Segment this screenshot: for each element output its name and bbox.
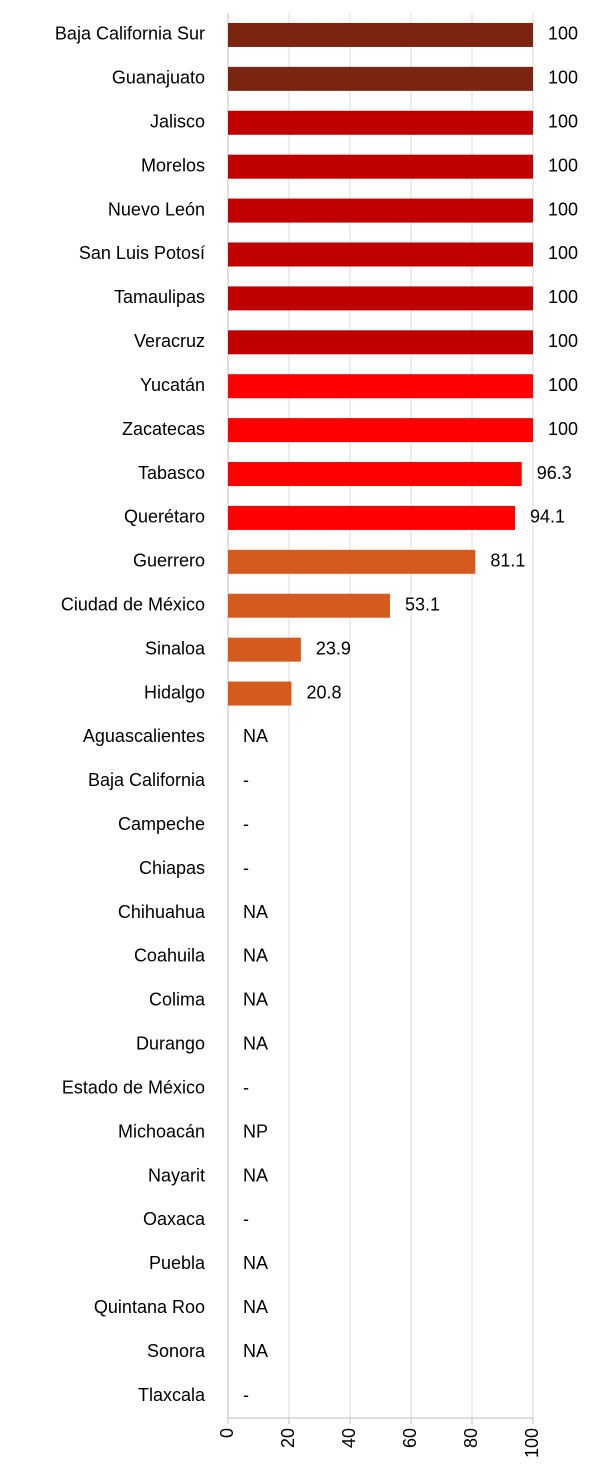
y-tick-label: Baja California: [88, 770, 206, 790]
y-tick-label: Campeche: [118, 814, 205, 834]
bar: [228, 22, 533, 47]
bar: [228, 110, 533, 135]
y-tick-label: Sinaloa: [145, 638, 206, 658]
data-label: 23.9: [316, 638, 351, 658]
y-tick-label: Jalisco: [150, 112, 205, 132]
y-tick-label: Veracruz: [134, 331, 205, 351]
data-label: NA: [243, 902, 268, 922]
y-tick-label: Hidalgo: [144, 682, 205, 702]
data-label: -: [243, 814, 249, 834]
x-tick-label: 40: [339, 1428, 359, 1448]
y-tick-label: Chiapas: [139, 858, 205, 878]
y-tick-label: Guerrero: [133, 551, 205, 571]
data-label: 81.1: [490, 551, 525, 571]
data-label: NA: [243, 1034, 268, 1054]
bar: [228, 637, 301, 662]
x-tick-label: 20: [278, 1428, 298, 1448]
y-tick-label: Nuevo León: [108, 199, 205, 219]
data-label: -: [243, 770, 249, 790]
bar: [228, 154, 533, 179]
y-tick-label: Nayarit: [148, 1165, 205, 1185]
data-label: 100: [548, 419, 578, 439]
data-label: -: [243, 1077, 249, 1097]
data-label: NA: [243, 1297, 268, 1317]
y-tick-label: Quintana Roo: [94, 1297, 205, 1317]
data-label: NP: [243, 1121, 268, 1141]
data-label: 100: [548, 24, 578, 44]
y-tick-label: Puebla: [149, 1253, 206, 1273]
y-tick-label: Estado de México: [62, 1077, 205, 1097]
bar: [228, 505, 516, 530]
bar: [228, 242, 533, 267]
bar: [228, 330, 533, 355]
y-tick-label: Tabasco: [138, 463, 205, 483]
bar: [228, 462, 522, 487]
y-tick-label: Guanajuato: [112, 68, 205, 88]
y-tick-label: Oaxaca: [143, 1209, 206, 1229]
y-tick-label: Colima: [149, 990, 206, 1010]
y-tick-label: Tamaulipas: [114, 287, 205, 307]
data-label: 100: [548, 112, 578, 132]
data-label: NA: [243, 726, 268, 746]
y-tick-label: Michoacán: [118, 1121, 205, 1141]
x-tick-label: 80: [461, 1428, 481, 1448]
data-label: NA: [243, 1253, 268, 1273]
data-label: 100: [548, 155, 578, 175]
data-label: 96.3: [537, 463, 572, 483]
data-label: 100: [548, 243, 578, 263]
bar: [228, 593, 390, 618]
x-tick-label: 100: [522, 1428, 542, 1458]
y-tick-label: Baja California Sur: [55, 24, 205, 44]
data-label: NA: [243, 1341, 268, 1361]
bar: [228, 374, 533, 399]
y-tick-label: Coahuila: [134, 946, 206, 966]
data-label: 94.1: [530, 507, 565, 527]
bar: [228, 66, 533, 91]
y-tick-label: Sonora: [147, 1341, 206, 1361]
bar: [228, 681, 292, 706]
data-label: 20.8: [306, 682, 341, 702]
y-tick-label: Aguascalientes: [83, 726, 205, 746]
data-label: 100: [548, 68, 578, 88]
data-label: 53.1: [405, 594, 440, 614]
bar: [228, 418, 533, 443]
y-tick-label: Ciudad de México: [61, 594, 205, 614]
data-label: 100: [548, 199, 578, 219]
data-label: -: [243, 858, 249, 878]
y-tick-label: Querétaro: [124, 507, 205, 527]
x-tick-label: 0: [217, 1428, 237, 1438]
y-tick-label: Yucatán: [140, 375, 205, 395]
data-label: 100: [548, 287, 578, 307]
y-tick-label: Chihuahua: [118, 902, 206, 922]
y-tick-label: Durango: [136, 1034, 205, 1054]
y-tick-label: Zacatecas: [122, 419, 205, 439]
data-label: NA: [243, 990, 268, 1010]
bar: [228, 549, 476, 574]
y-tick-label: Tlaxcala: [138, 1385, 206, 1405]
data-label: NA: [243, 946, 268, 966]
bar: [228, 286, 533, 311]
data-label: NA: [243, 1165, 268, 1185]
data-label: 100: [548, 331, 578, 351]
y-tick-label: Morelos: [141, 155, 205, 175]
y-tick-label: San Luis Potosí: [79, 243, 205, 263]
x-tick-label: 60: [400, 1428, 420, 1448]
bar: [228, 198, 533, 223]
data-label: 100: [548, 375, 578, 395]
data-label: -: [243, 1209, 249, 1229]
data-label: -: [243, 1385, 249, 1405]
